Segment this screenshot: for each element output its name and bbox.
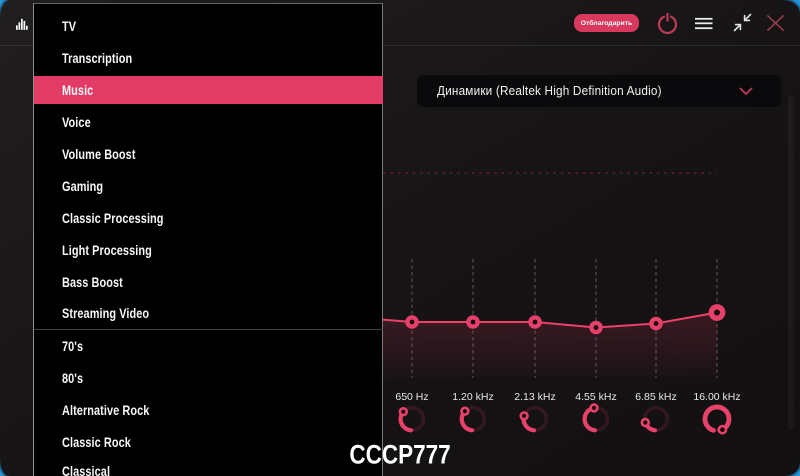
svg-text:2.13 kHz: 2.13 kHz	[514, 391, 555, 403]
svg-text:4.55 kHz: 4.55 kHz	[575, 391, 616, 403]
svg-text:650 Hz: 650 Hz	[395, 391, 428, 403]
svg-text:1.20 kHz: 1.20 kHz	[452, 391, 493, 403]
svg-text:6.85 kHz: 6.85 kHz	[635, 391, 676, 403]
svg-text:16.00 kHz: 16.00 kHz	[693, 391, 740, 403]
